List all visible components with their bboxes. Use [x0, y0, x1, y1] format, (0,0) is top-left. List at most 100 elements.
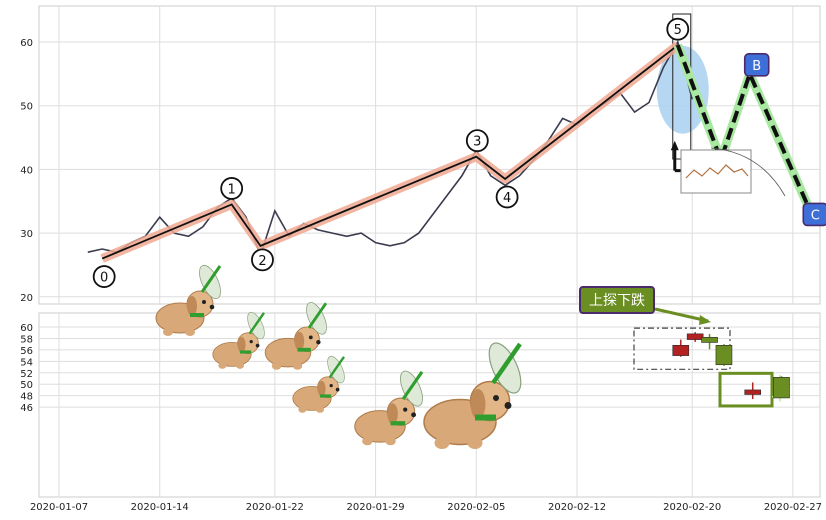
- top-y-tick-label: 30: [20, 229, 33, 240]
- puppy-leg: [298, 406, 307, 413]
- top-y-tick-label: 60: [20, 38, 33, 49]
- puppy-ear: [470, 389, 486, 419]
- bottom-y-tick-label: 52: [20, 369, 33, 380]
- bottom-y-tick-label: 58: [20, 334, 33, 345]
- abc-marker-box: [802, 202, 826, 227]
- abc-label: C: [811, 208, 820, 223]
- bottom-y-tick-label: 54: [20, 357, 33, 368]
- mini-chart-thumbnail-curve: [710, 147, 786, 197]
- puppy-collar: [475, 414, 496, 421]
- puppy-eye: [308, 335, 313, 340]
- annotation-text: 上探下跌: [589, 293, 645, 309]
- candle-body: [686, 333, 704, 340]
- flying-puppy-sticker: [212, 311, 265, 369]
- highlight-ellipse-shape: [656, 45, 709, 134]
- bottom-y-tick-label: 48: [20, 392, 33, 403]
- x-ticks: 2020-01-07 2020-01-14 2020-01-22 2020-01-29…: [30, 502, 822, 513]
- candles: [672, 332, 790, 400]
- forecast-dashed-line: [675, 44, 810, 206]
- top-y-tick-label: 50: [20, 102, 33, 113]
- candle-body: [773, 377, 790, 399]
- top-y-tick-label: 20: [20, 293, 33, 304]
- wave-label: 5: [674, 23, 682, 38]
- puppy-propeller-stick: [200, 265, 222, 293]
- puppy-leg: [271, 362, 282, 370]
- wave-label: 3: [473, 135, 481, 150]
- wave-marker-circle: [495, 185, 519, 209]
- abc-label: B: [752, 59, 761, 74]
- top-y-ticks: 20 30 40 50 60: [20, 38, 33, 304]
- puppy-collar: [297, 347, 311, 352]
- wave-label: 1: [228, 182, 236, 197]
- annotation-arrow: [654, 307, 709, 323]
- wave-marker-circle: [92, 265, 116, 288]
- bottom-grid: [39, 313, 820, 497]
- flying-puppy-sticker: [292, 355, 345, 413]
- x-tick-label: 2020-01-29: [347, 502, 405, 513]
- candle-body: [672, 345, 690, 356]
- wave-marker-circle: [251, 248, 274, 272]
- puppy-propeller-stick: [401, 370, 424, 400]
- abc-marker-box: [743, 53, 770, 77]
- top-y-tick-label: 40: [20, 165, 33, 176]
- puppy-propeller-stick: [491, 342, 522, 385]
- candle-body: [701, 336, 718, 343]
- flying-puppy-sticker: [354, 370, 424, 446]
- bottom-y-tick-label: 46: [20, 403, 33, 414]
- puppy-leg: [292, 362, 303, 370]
- puppy-ear: [317, 380, 326, 397]
- puppy-leg: [362, 436, 373, 446]
- mini-chart-thumbnail-line: [685, 164, 749, 179]
- puppy-leg: [385, 436, 396, 446]
- puppy-leg: [163, 328, 173, 336]
- puppy-propeller-stick: [307, 302, 328, 329]
- wave-lines: [100, 41, 681, 263]
- x-tick-label: 2020-02-20: [663, 502, 721, 513]
- puppy-leg: [236, 362, 244, 369]
- bottom-y-tick-label: 60: [20, 323, 33, 334]
- bottom-y-tick-label: 56: [20, 346, 33, 357]
- puppy-propeller-stick: [328, 356, 345, 379]
- puppy-collar: [390, 421, 406, 426]
- puppy-nose: [335, 387, 340, 392]
- wave-marker-circle: [220, 177, 244, 200]
- wave-marker-circle: [465, 129, 489, 153]
- puppy-eye: [249, 340, 253, 344]
- puppy-nose: [316, 339, 321, 345]
- puppy-ear: [294, 331, 305, 351]
- puppy-ear: [387, 403, 398, 425]
- x-tick-label: 2020-02-27: [764, 502, 822, 513]
- wave-label: 2: [258, 254, 266, 269]
- puppy-eye: [493, 395, 499, 401]
- flying-puppy-sticker: [264, 302, 328, 370]
- puppy-ear: [237, 336, 246, 353]
- annotation: 上探下跌: [579, 286, 711, 325]
- flying-puppy-sticker: [155, 264, 222, 336]
- wave-label: 0: [100, 271, 108, 286]
- puppy-nose: [255, 343, 260, 348]
- puppy-eye: [202, 300, 206, 304]
- bottom-y-tick-label: 50: [20, 380, 33, 391]
- puppy-leg: [316, 406, 324, 413]
- flying-puppy-sticker-group: [155, 264, 522, 449]
- puppy-eye: [329, 384, 333, 388]
- puppy-leg: [467, 437, 483, 449]
- annotation-arrowhead: [699, 315, 711, 325]
- mini-chart-thumbnail: [680, 147, 786, 197]
- flying-puppy-sticker: [423, 342, 522, 449]
- x-tick-label: 2020-02-05: [447, 502, 505, 513]
- puppy-leg: [185, 328, 195, 336]
- candle-body: [744, 389, 762, 395]
- wave-line: [101, 44, 679, 260]
- mini-chart-thumbnail-frame: [680, 149, 752, 194]
- puppy-leg: [434, 437, 450, 449]
- wave-marker-circle: [666, 17, 690, 41]
- puppy-propeller-stick: [248, 312, 265, 335]
- puppy-collar: [240, 350, 252, 354]
- puppy-eye: [403, 407, 408, 412]
- candle-body: [715, 345, 733, 366]
